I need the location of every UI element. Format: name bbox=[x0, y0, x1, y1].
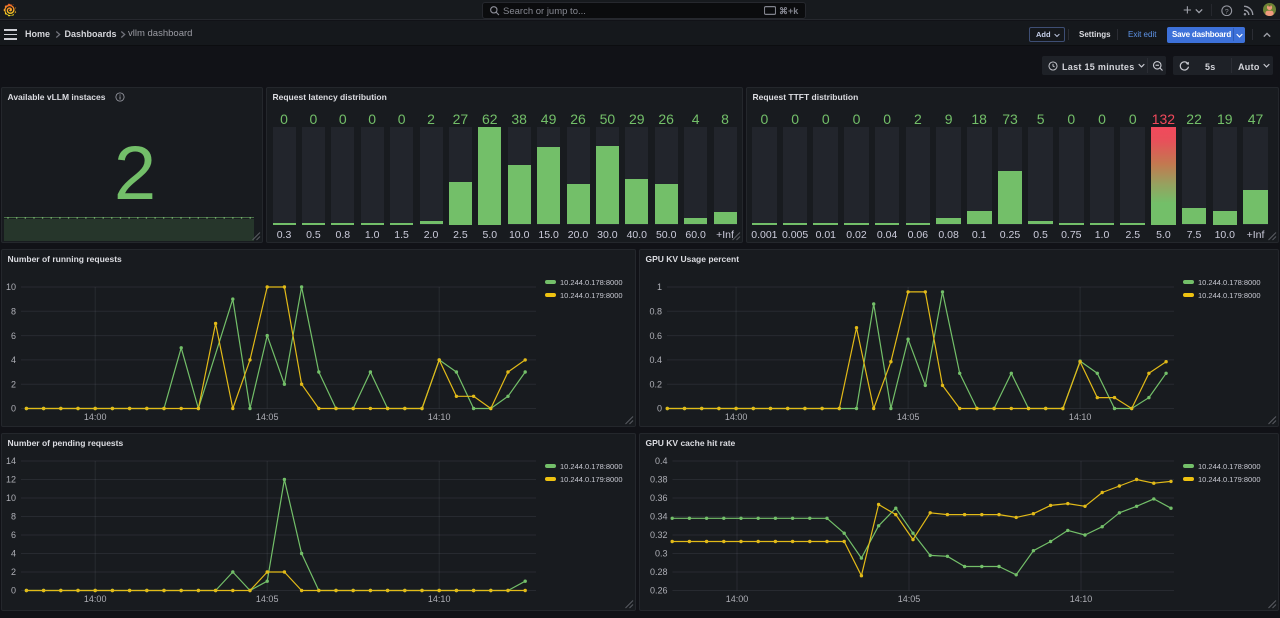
svg-text:14:10: 14:10 bbox=[428, 412, 451, 422]
svg-text:12: 12 bbox=[6, 475, 16, 485]
svg-text:8: 8 bbox=[11, 307, 16, 317]
svg-text:4: 4 bbox=[11, 549, 16, 559]
svg-text:14:05: 14:05 bbox=[898, 594, 921, 604]
svg-text:0.3: 0.3 bbox=[655, 549, 668, 559]
svg-text:14:00: 14:00 bbox=[84, 412, 107, 422]
svg-text:14:10: 14:10 bbox=[1070, 594, 1093, 604]
svg-text:0: 0 bbox=[657, 404, 662, 414]
svg-text:6: 6 bbox=[11, 530, 16, 540]
svg-text:14:00: 14:00 bbox=[84, 594, 107, 604]
svg-text:14:00: 14:00 bbox=[726, 594, 749, 604]
svg-text:0.6: 0.6 bbox=[649, 331, 662, 341]
svg-text:0.28: 0.28 bbox=[650, 567, 668, 577]
svg-text:0.2: 0.2 bbox=[649, 379, 662, 389]
svg-text:0.34: 0.34 bbox=[650, 512, 668, 522]
svg-text:14:10: 14:10 bbox=[1069, 412, 1092, 422]
svg-text:14:00: 14:00 bbox=[725, 412, 748, 422]
svg-text:10: 10 bbox=[6, 493, 16, 503]
svg-text:0.36: 0.36 bbox=[650, 493, 668, 503]
svg-text:0.26: 0.26 bbox=[650, 586, 668, 596]
svg-text:?: ? bbox=[1225, 8, 1229, 15]
svg-text:0: 0 bbox=[11, 586, 16, 596]
svg-text:14:05: 14:05 bbox=[256, 412, 279, 422]
svg-text:1: 1 bbox=[657, 282, 662, 292]
svg-text:8: 8 bbox=[11, 512, 16, 522]
svg-text:6: 6 bbox=[11, 331, 16, 341]
svg-text:14: 14 bbox=[6, 456, 16, 466]
svg-text:0.8: 0.8 bbox=[649, 307, 662, 317]
svg-text:0: 0 bbox=[11, 404, 16, 414]
svg-text:0.4: 0.4 bbox=[649, 355, 662, 365]
svg-text:2: 2 bbox=[11, 567, 16, 577]
svg-text:10: 10 bbox=[6, 282, 16, 292]
svg-text:0.4: 0.4 bbox=[655, 456, 668, 466]
svg-text:4: 4 bbox=[11, 355, 16, 365]
svg-text:0.32: 0.32 bbox=[650, 530, 668, 540]
svg-text:14:05: 14:05 bbox=[256, 594, 279, 604]
svg-text:14:10: 14:10 bbox=[428, 594, 451, 604]
svg-text:14:05: 14:05 bbox=[897, 412, 920, 422]
svg-text:0.38: 0.38 bbox=[650, 475, 668, 485]
svg-text:2: 2 bbox=[11, 379, 16, 389]
